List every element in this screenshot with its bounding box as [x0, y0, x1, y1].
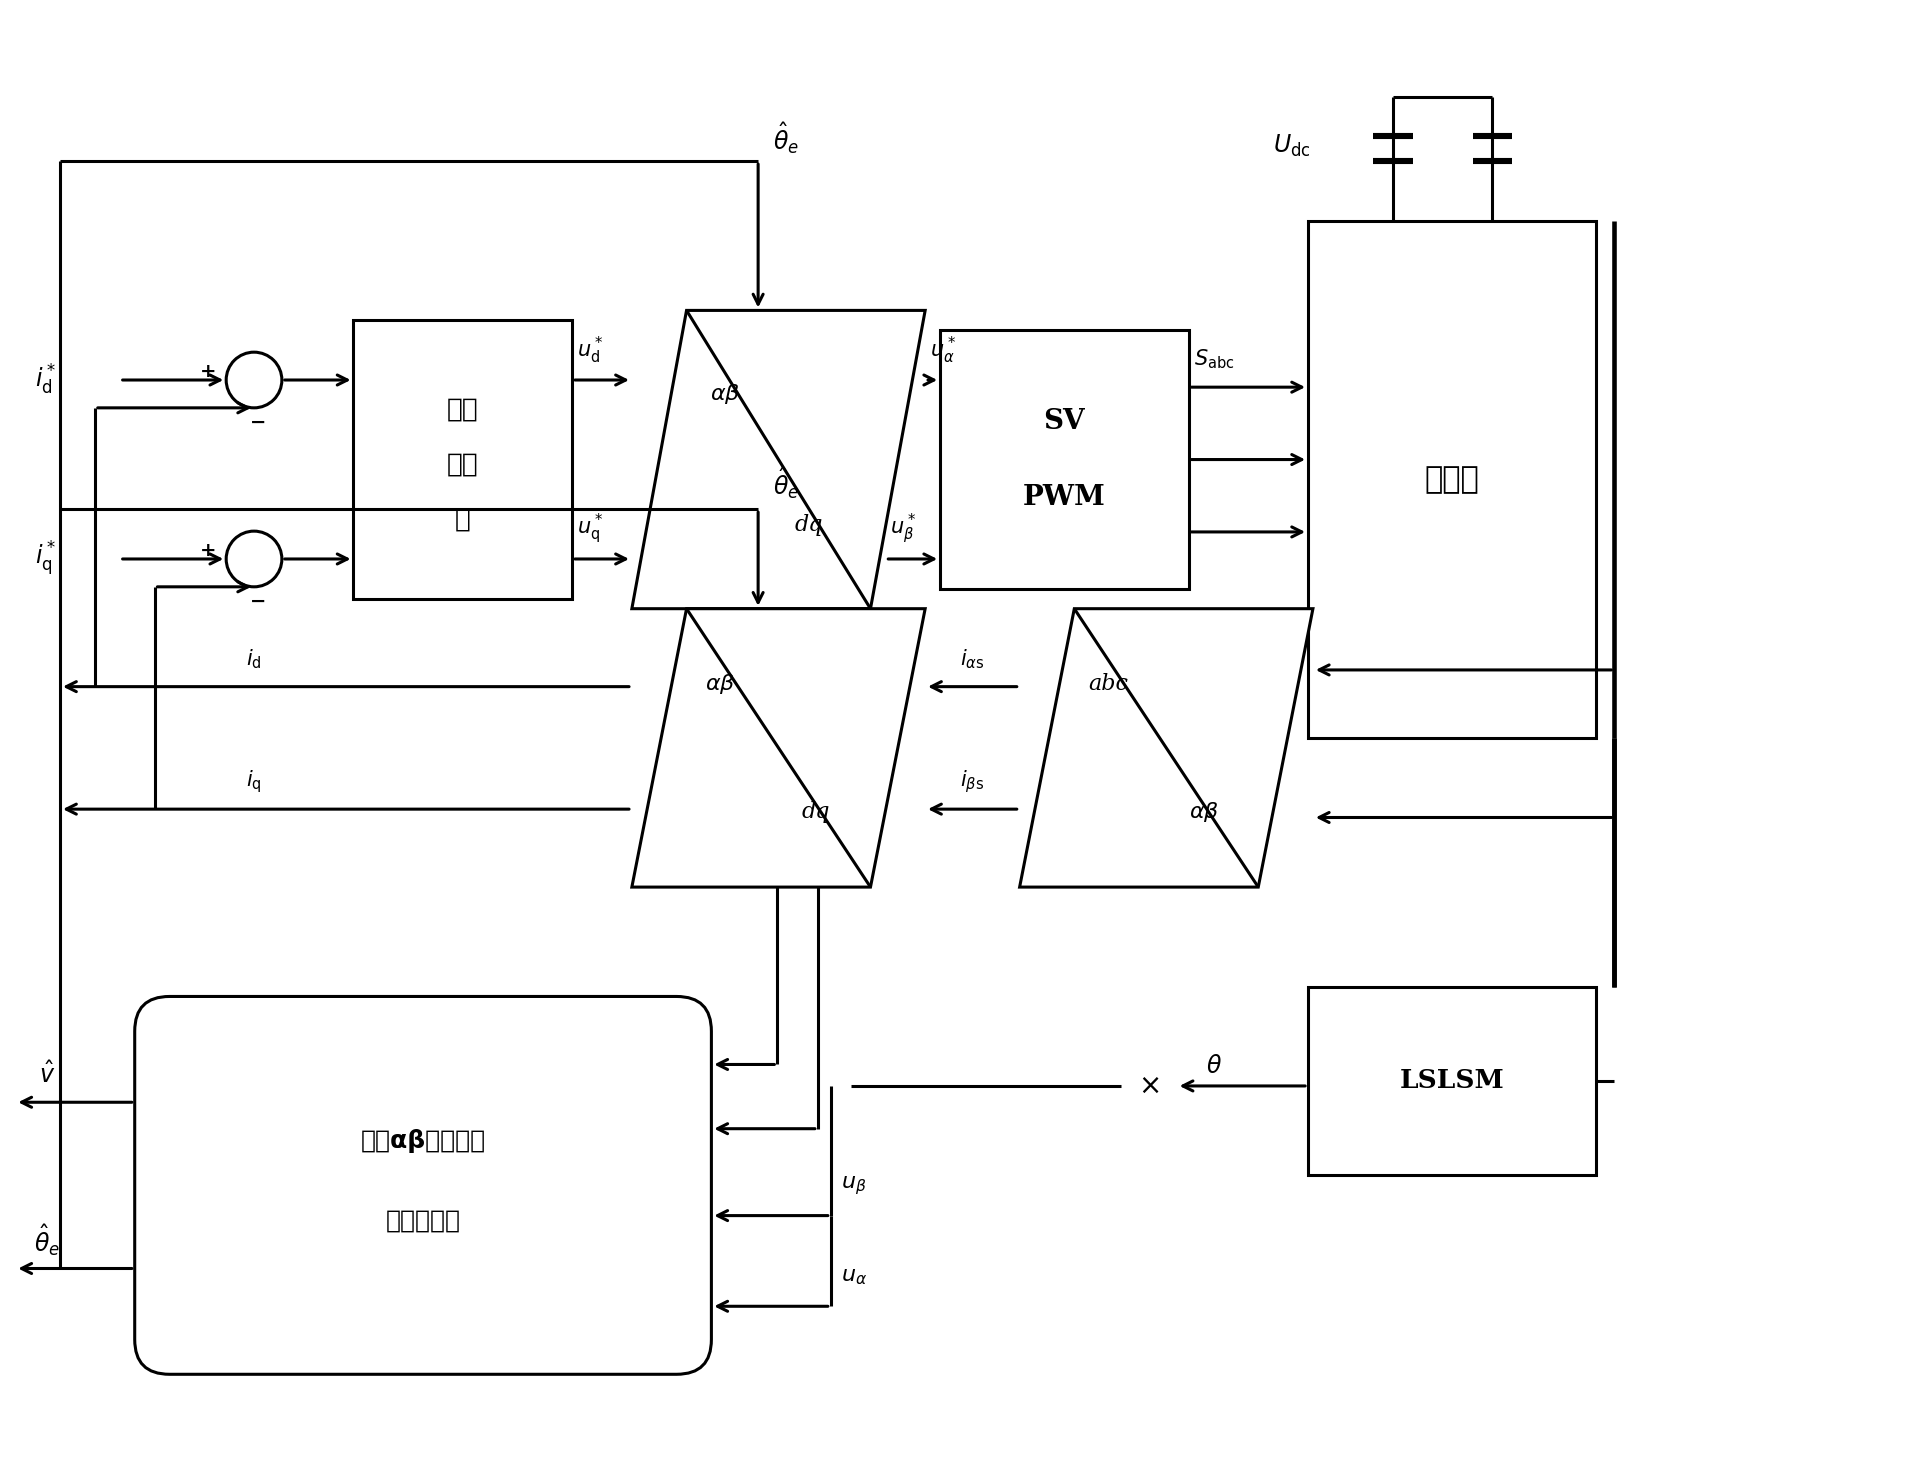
Text: +: +: [200, 363, 215, 381]
Text: abc: abc: [1087, 672, 1127, 695]
Text: −: −: [250, 593, 267, 611]
Text: PWM: PWM: [1022, 484, 1106, 510]
Text: SV: SV: [1043, 408, 1085, 436]
Text: dq: dq: [793, 515, 822, 537]
Text: $u_\beta$: $u_\beta$: [841, 1174, 866, 1197]
Text: 器: 器: [454, 506, 471, 532]
Text: $\alpha\beta$: $\alpha\beta$: [1188, 800, 1219, 824]
Text: $\hat{\theta}_e$: $\hat{\theta}_e$: [772, 121, 799, 156]
Text: $i_{\alpha\mathrm{s}}$: $i_{\alpha\mathrm{s}}$: [959, 647, 984, 671]
Text: $\alpha\beta$: $\alpha\beta$: [706, 672, 736, 695]
Polygon shape: [1018, 608, 1312, 886]
Text: $u_\alpha$: $u_\alpha$: [841, 1266, 866, 1287]
Text: LSLSM: LSLSM: [1400, 1069, 1505, 1094]
Text: $i_{\beta\mathrm{s}}$: $i_{\beta\mathrm{s}}$: [959, 768, 984, 795]
Text: −: −: [250, 414, 267, 432]
Text: $i_\mathrm{d}$: $i_\mathrm{d}$: [246, 647, 261, 671]
Text: $\hat{\theta}_e$: $\hat{\theta}_e$: [772, 465, 799, 502]
Bar: [940, 331, 1188, 589]
Text: $\hat{\theta}_e$: $\hat{\theta}_e$: [34, 1223, 61, 1258]
Text: $U_\mathrm{dc}$: $U_\mathrm{dc}$: [1272, 133, 1310, 159]
Text: 逆变器: 逆变器: [1425, 465, 1478, 494]
Text: +: +: [200, 542, 215, 560]
Text: $\times$: $\times$: [1138, 1073, 1159, 1099]
Text: dq: dq: [801, 800, 830, 822]
Polygon shape: [631, 311, 925, 608]
Text: $\hat{v}$: $\hat{v}$: [38, 1061, 55, 1088]
Text: 调节: 调节: [446, 452, 479, 478]
Text: $u_\alpha^*$: $u_\alpha^*$: [929, 334, 955, 366]
FancyBboxPatch shape: [135, 996, 711, 1375]
Text: $u_\mathrm{d}^*$: $u_\mathrm{d}^*$: [576, 334, 603, 366]
Bar: [1308, 987, 1596, 1175]
Text: $u_\beta^*$: $u_\beta^*$: [891, 512, 915, 547]
Text: $i_\mathrm{q}^*$: $i_\mathrm{q}^*$: [34, 539, 57, 579]
Text: 滑模观测器: 滑模观测器: [385, 1209, 460, 1232]
Bar: [353, 321, 572, 599]
Text: $i_\mathrm{q}$: $i_\mathrm{q}$: [246, 768, 261, 795]
Text: $S_\mathrm{abc}$: $S_\mathrm{abc}$: [1194, 347, 1234, 372]
Text: $\alpha\beta$: $\alpha\beta$: [709, 382, 740, 405]
Text: 电流: 电流: [446, 397, 479, 423]
Polygon shape: [631, 608, 925, 886]
Text: 基于αβ坐标系的: 基于αβ坐标系的: [360, 1128, 486, 1153]
Text: $\theta$: $\theta$: [1205, 1054, 1220, 1077]
Text: $u_\mathrm{q}^*$: $u_\mathrm{q}^*$: [576, 512, 603, 547]
Bar: [1308, 222, 1596, 738]
Text: $i_\mathrm{d}^*$: $i_\mathrm{d}^*$: [34, 363, 57, 397]
